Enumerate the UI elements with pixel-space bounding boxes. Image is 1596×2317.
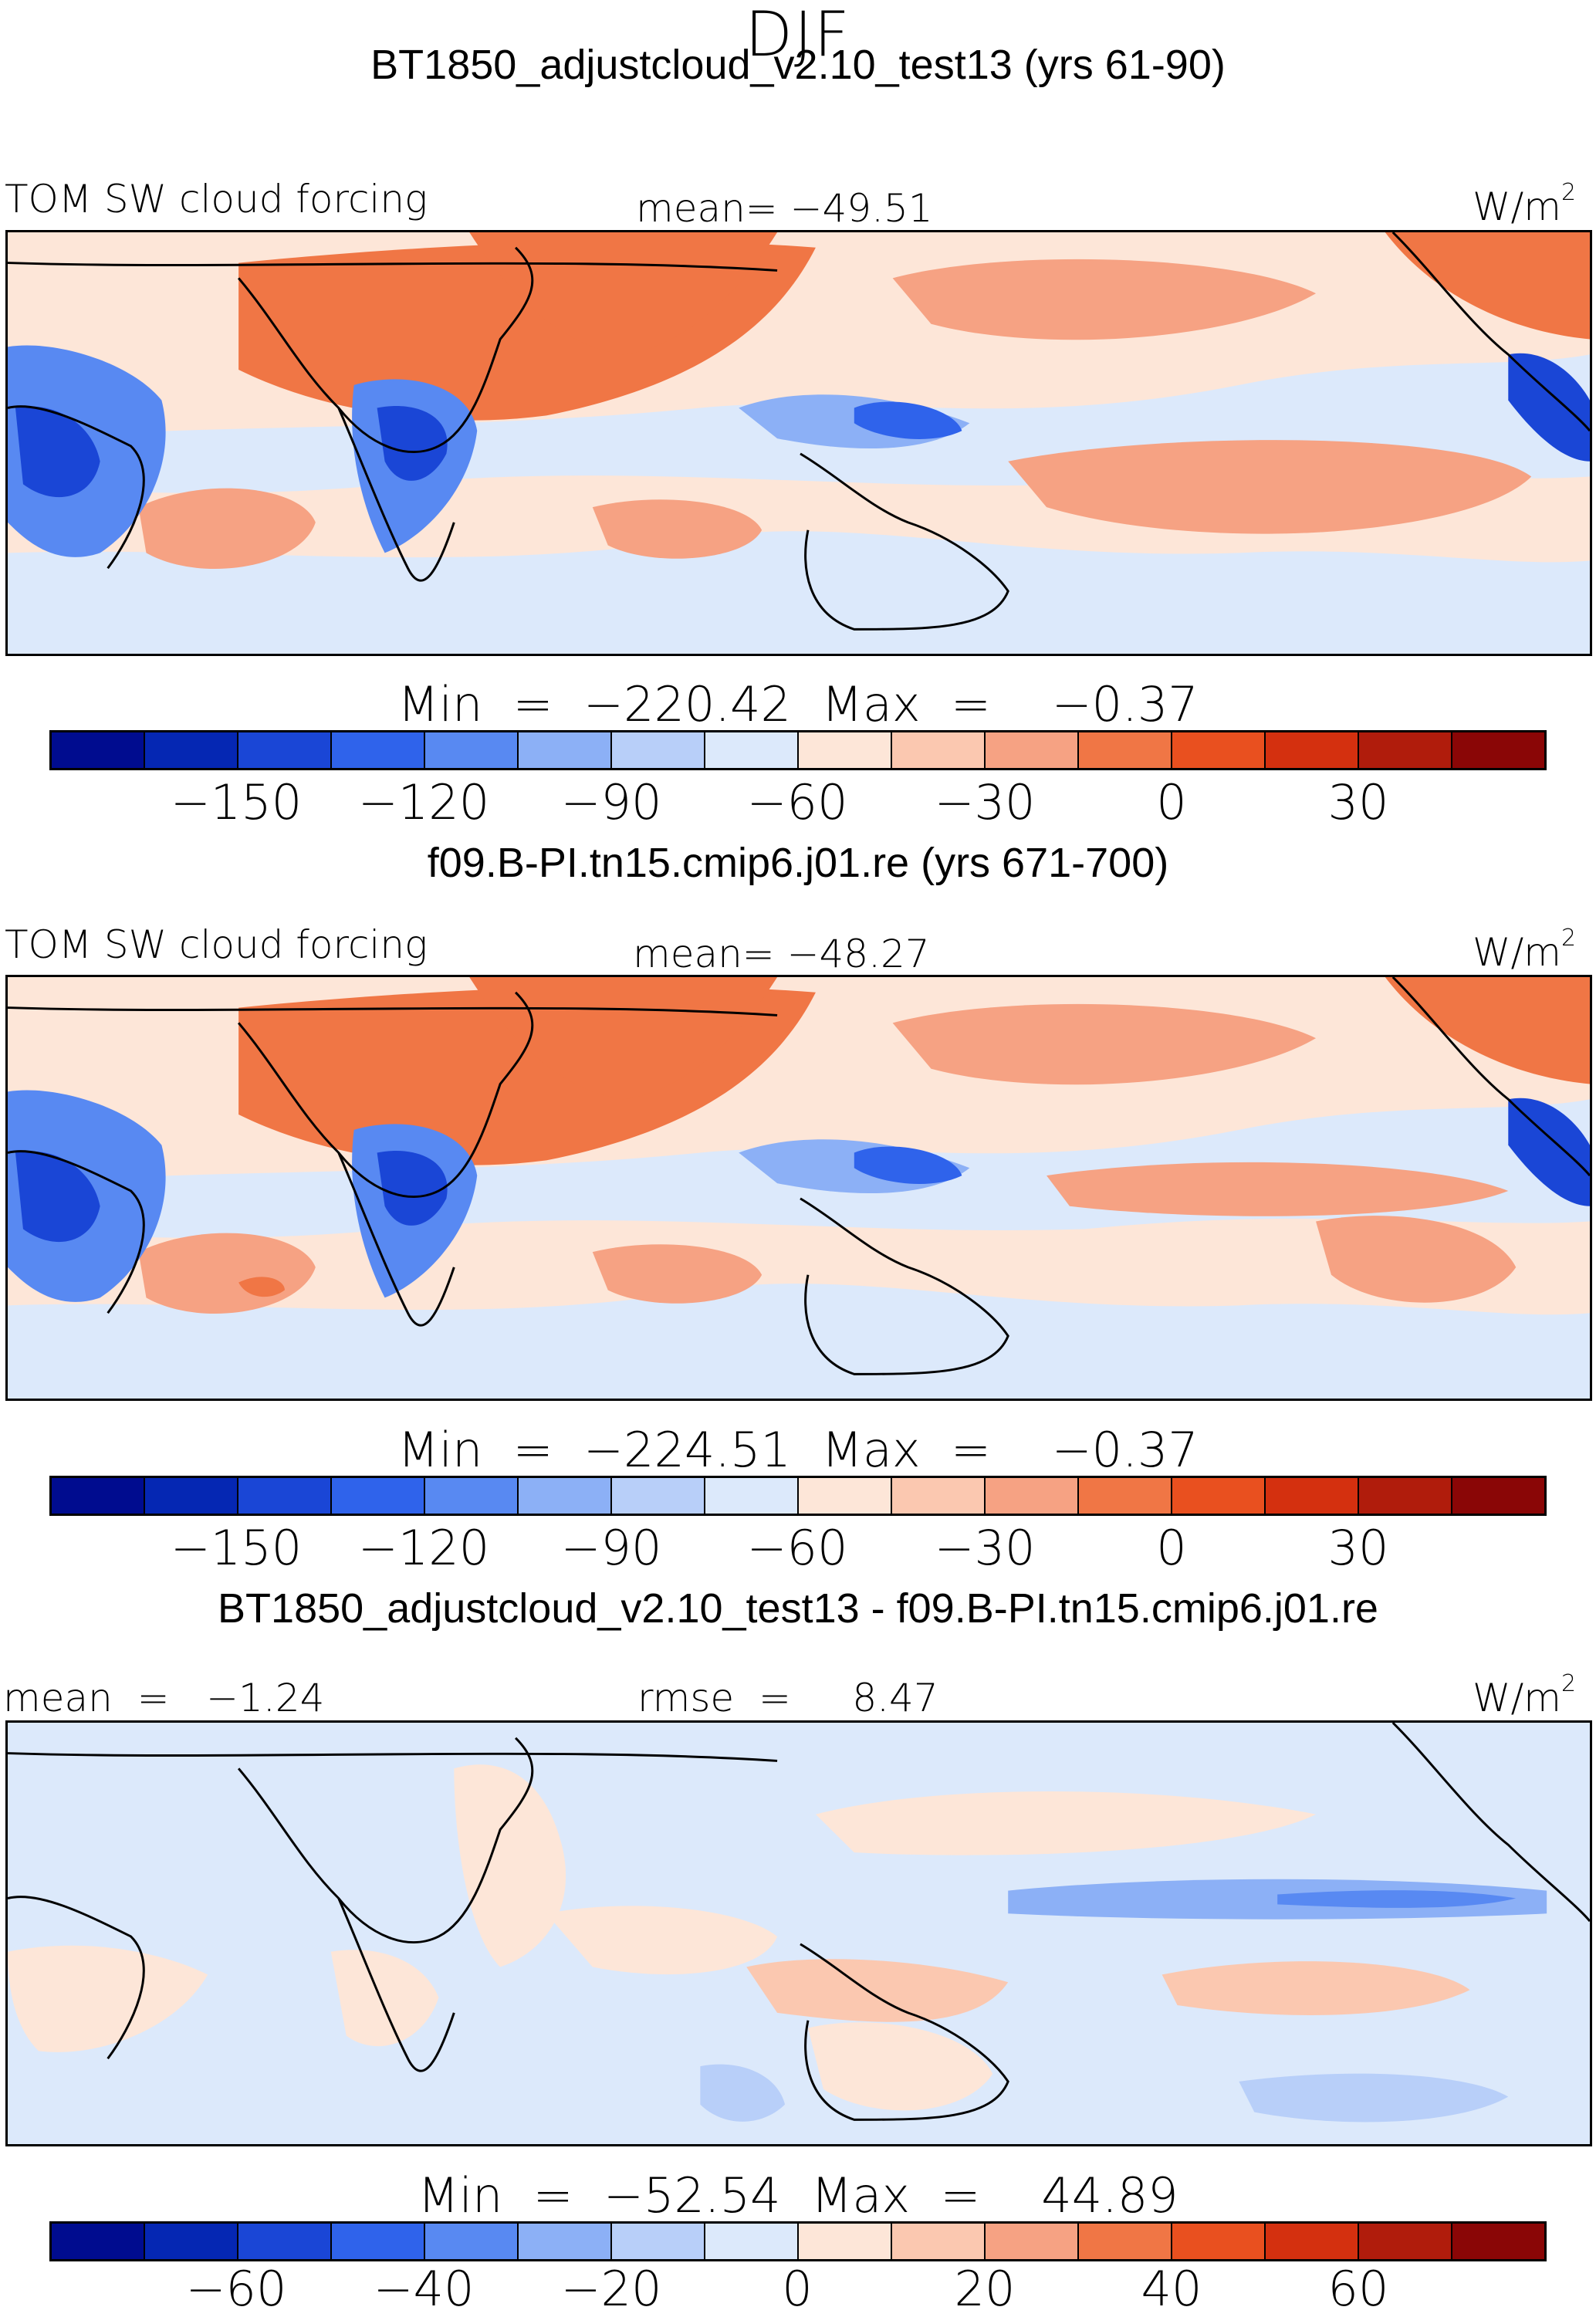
colorbar-swatch [1172,2224,1266,2259]
colorbar-swatch [799,1478,892,1514]
panel-2-tick: −90 [560,1520,662,1576]
panel-2-units: W/m2 [1473,925,1577,975]
colorbar-swatch [612,2224,705,2259]
colorbar-swatch [892,2224,986,2259]
colorbar-swatch [1266,2224,1359,2259]
colorbar-swatch [986,732,1079,768]
colorbar-swatch [986,2224,1079,2259]
colorbar-swatch [332,732,425,768]
panel-2-min-max: Min = −224.51 Max = −0.37 [397,1422,1199,1478]
colorbar-swatch [1079,1478,1172,1514]
colorbar-swatch [332,2224,425,2259]
colorbar-swatch [612,732,705,768]
panel-2-map [5,975,1592,1401]
colorbar-swatch [1452,732,1544,768]
panel-2-colorbar-ticks: −150 −120 −90 −60 −30 0 30 [0,1521,1596,1575]
panel-2-tick: −30 [934,1520,1036,1576]
colorbar-swatch [986,1478,1079,1514]
panel-3-tick: 0 [782,2261,813,2317]
panel-3-min-max: Min = −52.54 Max = 44.89 [418,2167,1178,2224]
panel-1-min-max: Min = −220.42 Max = −0.37 [397,676,1199,732]
panel-1-tick: 30 [1327,774,1389,830]
colorbar-swatch [705,1478,799,1514]
colorbar-swatch [799,2224,892,2259]
colorbar-swatch [145,732,238,768]
panel-1-tick: −150 [170,774,303,830]
colorbar-swatch [519,1478,612,1514]
panel-3-tick: −20 [560,2261,662,2317]
panel-1-variable-label: TOM SW cloud forcing [5,177,428,222]
panel-3-tick: 20 [954,2261,1016,2317]
panel-3-colorbar-ticks: −60 −40 −20 0 20 40 60 [0,2262,1596,2316]
panel-3-rmse-label: rmse = 8.47 [637,1676,938,1720]
colorbar-swatch [145,2224,238,2259]
colorbar-swatch [612,1478,705,1514]
panel-3-colorbar [49,2221,1547,2261]
colorbar-swatch [1452,2224,1544,2259]
panel-1-colorbar [49,730,1547,770]
colorbar-swatch [705,732,799,768]
panel-2-tick: −120 [357,1520,490,1576]
panel-2-tick: 0 [1156,1520,1187,1576]
panel-1-tick: −90 [560,774,662,830]
colorbar-swatch [425,732,519,768]
colorbar-swatch [892,732,986,768]
panel-3-title: BT1850_adjustcloud_v2.10_test13 - f09.B-… [218,1585,1378,1632]
panel-3-tick: 60 [1327,2261,1389,2317]
colorbar-swatch [332,1478,425,1514]
colorbar-swatch [145,1478,238,1514]
panel-1-tick: −30 [934,774,1036,830]
colorbar-swatch [1452,1478,1544,1514]
colorbar-swatch [52,732,145,768]
panel-1-mean-label: mean= −49.51 [636,186,933,231]
panel-2-colorbar [49,1476,1547,1516]
colorbar-swatch [1266,732,1359,768]
colorbar-swatch [519,732,612,768]
colorbar-swatch [238,2224,332,2259]
colorbar-swatch [1359,732,1452,768]
panel-1-tick: 0 [1156,774,1187,830]
panel-1-title: BT1850_adjustcloud_v2.10_test13 (yrs 61-… [370,42,1226,88]
panel-2-mean-label: mean= −48.27 [633,932,930,976]
panel-3-map [5,1720,1592,2146]
season-title: DJF [745,0,851,70]
panel-1-units: W/m2 [1473,179,1577,229]
panel-1-tick: −60 [746,774,848,830]
colorbar-swatch [1172,732,1266,768]
colorbar-swatch [1172,1478,1266,1514]
colorbar-swatch [425,2224,519,2259]
panel-1-map [5,230,1592,656]
colorbar-swatch [892,1478,986,1514]
panel-1-colorbar-ticks: −150 −120 −90 −60 −30 0 30 [0,776,1596,830]
colorbar-swatch [519,2224,612,2259]
colorbar-swatch [1266,1478,1359,1514]
colorbar-swatch [238,1478,332,1514]
colorbar-swatch [799,732,892,768]
panel-3-mean-label: mean = −1.24 [3,1676,325,1720]
colorbar-swatch [425,1478,519,1514]
panel-3-tick: 40 [1141,2261,1202,2317]
panel-2-title: f09.B-PI.tn15.cmip6.j01.re (yrs 671-700) [427,840,1169,886]
panel-1-tick: −120 [357,774,490,830]
panel-2-tick: −60 [746,1520,848,1576]
colorbar-swatch [1359,2224,1452,2259]
colorbar-swatch [705,2224,799,2259]
colorbar-swatch [52,2224,145,2259]
panel-3-tick: −40 [373,2261,475,2317]
panel-2-tick: −150 [170,1520,303,1576]
panel-3-tick: −60 [185,2261,287,2317]
panel-2-variable-label: TOM SW cloud forcing [5,922,428,967]
panel-2-tick: 30 [1327,1520,1389,1576]
colorbar-swatch [1359,1478,1452,1514]
colorbar-swatch [1079,732,1172,768]
colorbar-swatch [238,732,332,768]
colorbar-swatch [52,1478,145,1514]
panel-3-units: W/m2 [1473,1670,1577,1720]
colorbar-swatch [1079,2224,1172,2259]
